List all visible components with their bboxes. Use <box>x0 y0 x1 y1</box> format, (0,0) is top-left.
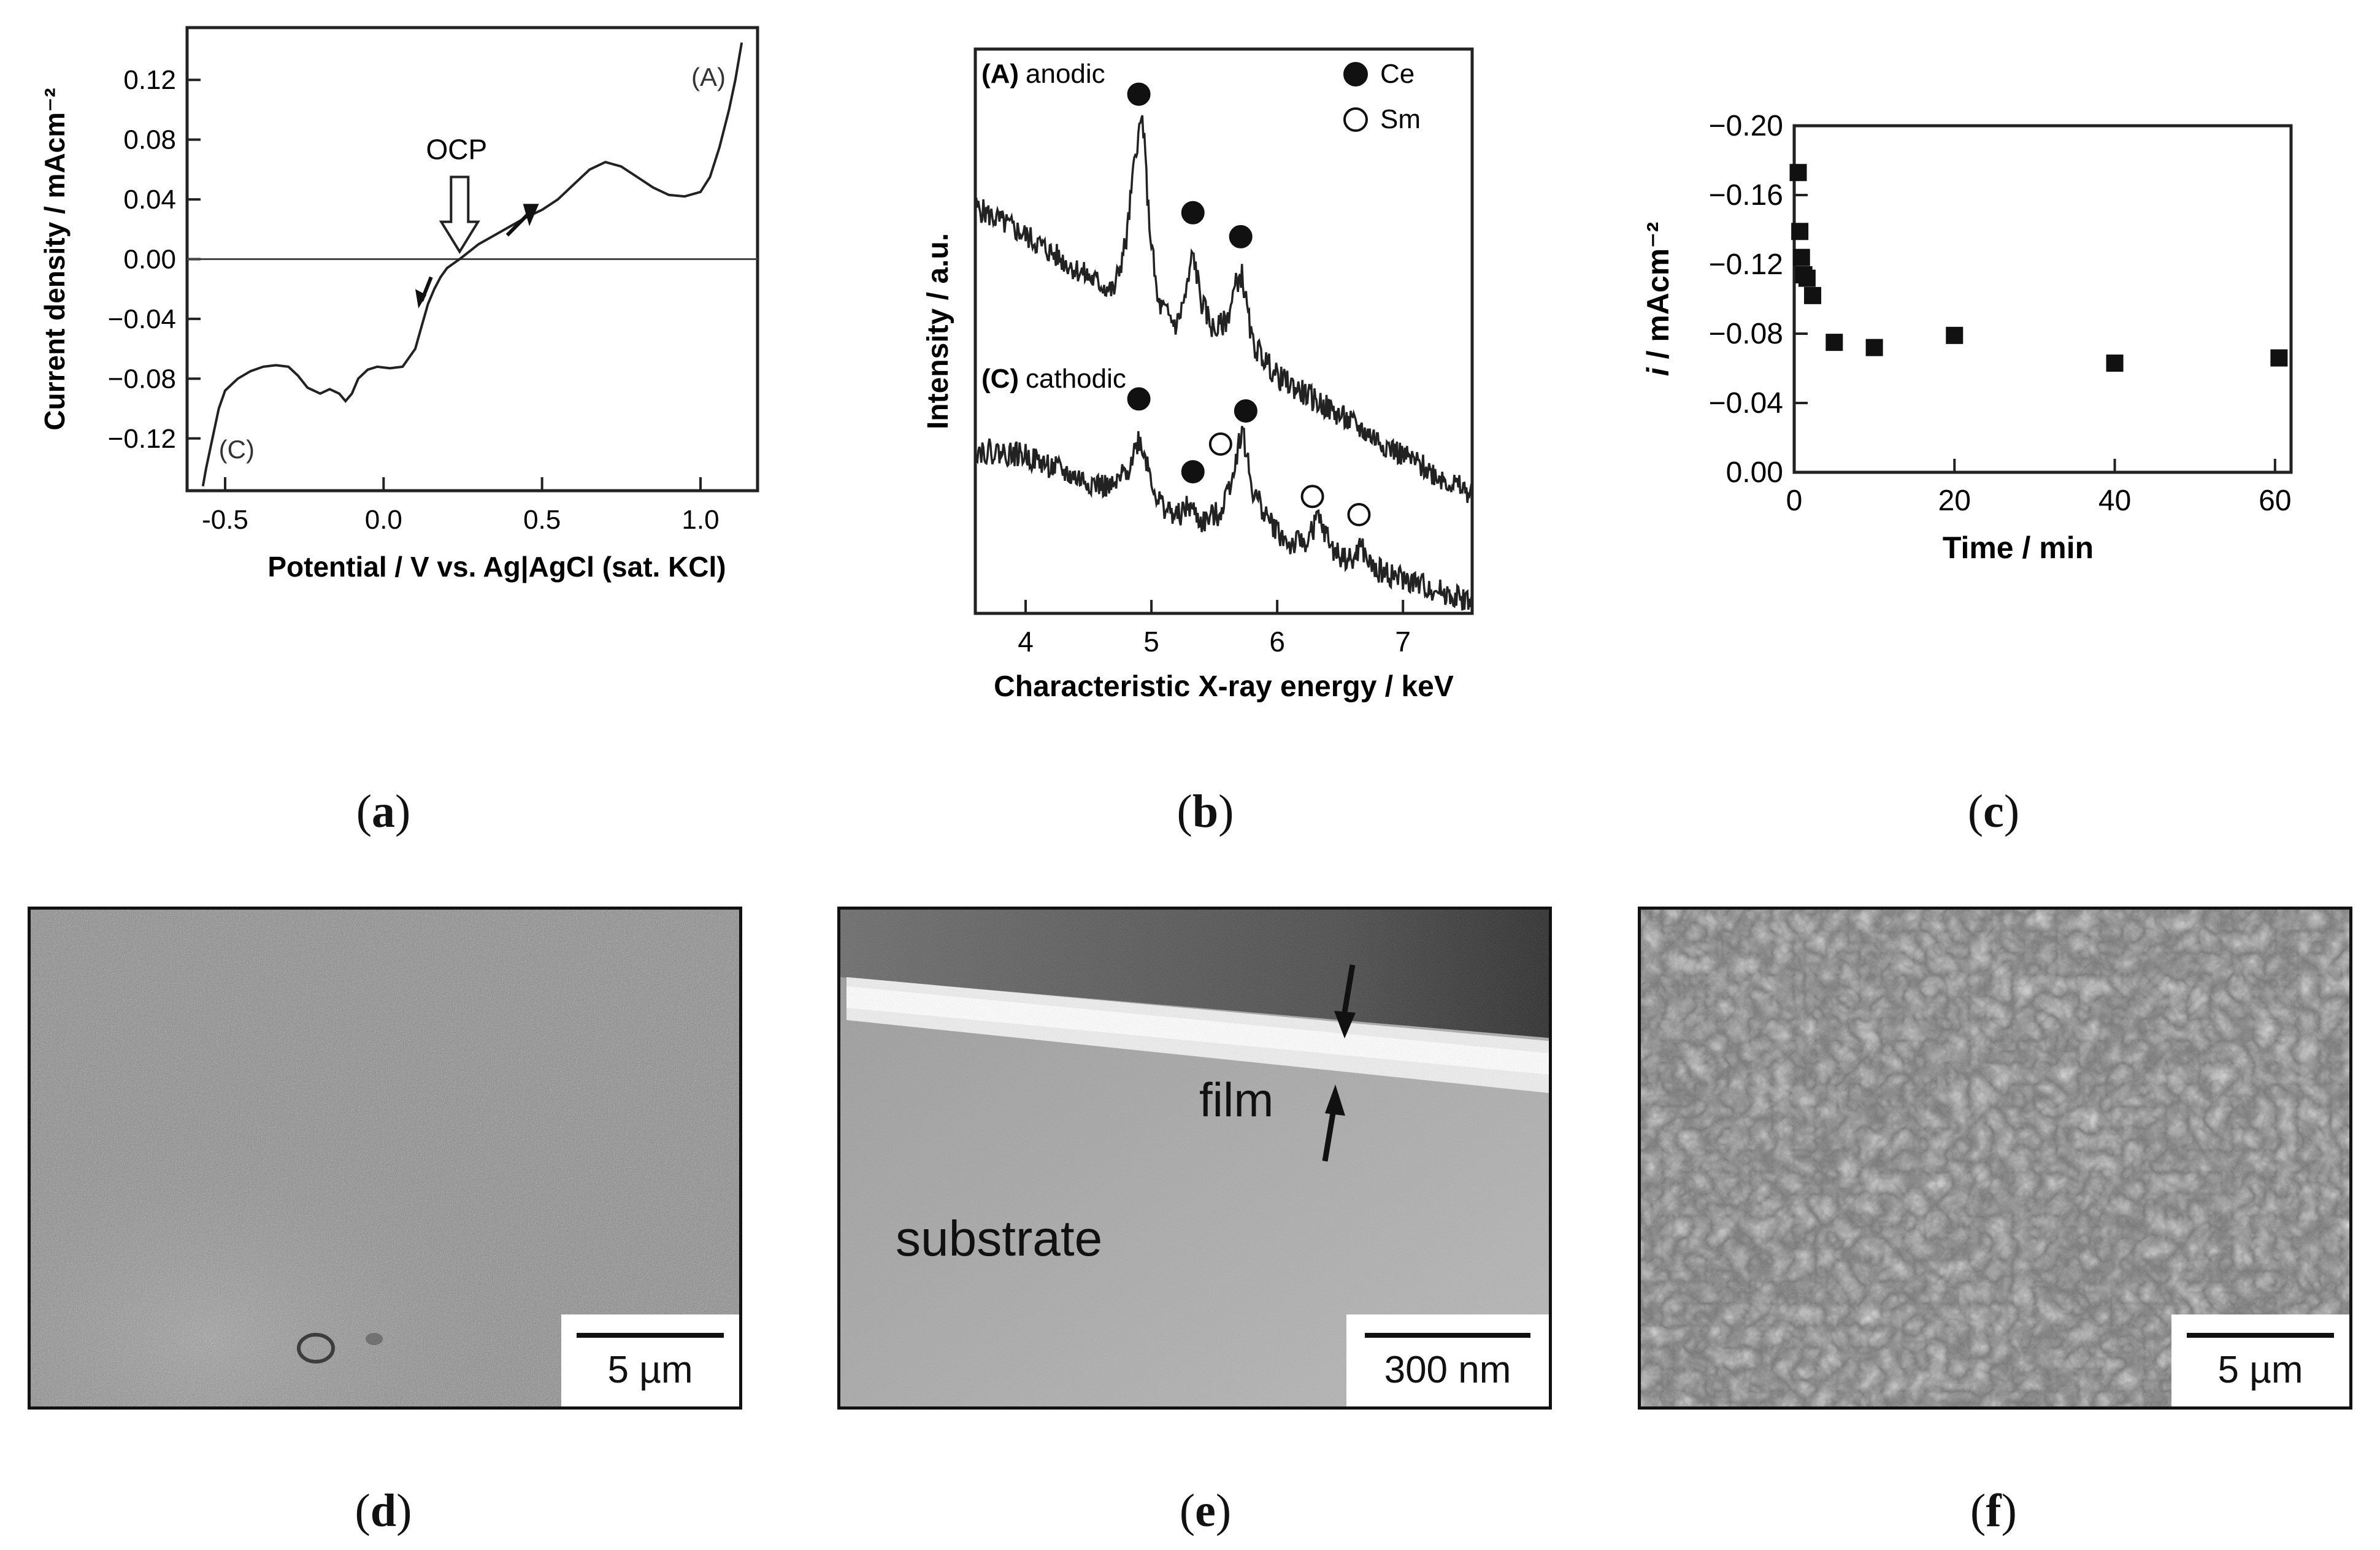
caption-d: (d) <box>355 1485 412 1537</box>
chart-a: -0.5 0.0 0.5 1.0 −0.12 −0.08 −0.04 0.00 0.04 0.08… <box>39 26 759 583</box>
ce-peak-marker-1-0 <box>1127 387 1151 411</box>
x-tick-label-c: 0 <box>1786 485 1803 517</box>
ce-peak-marker-0-1 <box>1181 201 1205 224</box>
y-tick-label-a: −0.04 <box>108 304 176 334</box>
micrograph-e: film substrate 300 nm <box>837 907 1552 1410</box>
caption-a: (a) <box>356 786 411 837</box>
legend-label-sm: Sm <box>1380 104 1421 134</box>
x-axis-label-b: Characteristic X-ray energy / keV <box>994 670 1454 703</box>
data-point-c <box>2270 349 2288 367</box>
y-tick-label-c: −0.12 <box>1709 248 1783 281</box>
y-tick-label-a: −0.08 <box>108 364 176 394</box>
caption-f: (f) <box>1970 1485 2017 1537</box>
plot-frame-c <box>1792 124 2293 474</box>
ce-peak-marker-0-2 <box>1229 224 1253 248</box>
y-tick-label-a: 0.04 <box>123 185 176 215</box>
legend-marker-ce <box>1343 62 1368 86</box>
x-tick-label-a: 1.0 <box>681 505 719 535</box>
x-tick-label-b: 5 <box>1143 626 1159 658</box>
y-tick-label-c: −0.20 <box>1709 110 1783 142</box>
y-tick-label-a: 0.00 <box>123 245 176 275</box>
ce-peak-marker-1-3 <box>1234 399 1257 423</box>
x-tick-label-b: 6 <box>1269 626 1285 658</box>
y-tick-label-a: −0.12 <box>108 424 176 454</box>
x-tick-label-b: 7 <box>1395 626 1411 658</box>
x-axis-label-c: Time / min <box>1943 531 2094 565</box>
data-point-c <box>1865 339 1883 356</box>
scalebar-f <box>2187 1333 2334 1338</box>
ce-peak-marker-0-0 <box>1127 82 1151 106</box>
y-tick-label-c: −0.16 <box>1709 179 1783 212</box>
annotation-A-prefix-b: (A) <box>981 59 1019 89</box>
sm-peak-marker-1-2 <box>1208 432 1232 456</box>
data-point-c <box>1792 248 1810 266</box>
series-line-a <box>201 42 743 487</box>
annotation-C-prefix-b: (C) <box>981 364 1019 394</box>
sm-peak-marker-1-4 <box>1300 485 1324 508</box>
y-tick-label-c: −0.04 <box>1709 387 1783 420</box>
scalebar-e <box>1365 1333 1530 1338</box>
plot-frame-b <box>973 47 1474 615</box>
annotation-ocp-a: OCP <box>426 133 487 165</box>
y-tick-label-c: −0.08 <box>1709 318 1783 350</box>
scalebar-d <box>577 1333 724 1338</box>
y-tick-label-c: 0.00 <box>1726 456 1783 489</box>
ocp-arrow-icon <box>439 175 480 255</box>
label-substrate: substrate <box>896 1211 1103 1267</box>
x-tick-label-a: -0.5 <box>202 505 248 535</box>
scale-label-d: 5 µm <box>607 1349 693 1391</box>
micrograph-f: 5 µm <box>1638 907 2352 1410</box>
scalebar-box-d: 5 µm <box>561 1314 739 1406</box>
legend-label-ce: Ce <box>1380 59 1415 89</box>
data-point-c <box>1798 269 1816 287</box>
caption-c: (c) <box>1967 786 2020 837</box>
caption-e: (e) <box>1179 1485 1232 1537</box>
y-tick-label-a: 0.08 <box>123 125 176 155</box>
sweep-arrowhead-anodic-icon <box>523 204 539 226</box>
scalebar-box-e: 300 nm <box>1346 1314 1549 1406</box>
ce-peak-marker-1-1 <box>1181 460 1205 484</box>
label-film: film <box>1199 1073 1274 1127</box>
sweep-arrowhead-cathodic-icon <box>415 289 427 309</box>
annotation-cathodic-b: cathodic <box>1026 364 1126 394</box>
x-tick-label-c: 40 <box>2098 485 2131 517</box>
y-axis-label-a: Current density / mAcm⁻² <box>39 88 71 431</box>
x-tick-label-a: 0.5 <box>523 505 561 535</box>
data-point-c <box>1791 223 1809 240</box>
annotation-C-a: (C) <box>219 435 255 464</box>
y-axis-label-b: Intensity / a.u. <box>922 233 954 429</box>
y-axis-label-unit-c: / mAcm⁻² <box>1641 222 1675 368</box>
x-axis-label-a: Potential / V vs. Ag|AgCl (sat. KCl) <box>267 551 726 583</box>
y-axis-label-italic-c: i <box>1641 367 1675 376</box>
annotation-A-a: (A) <box>691 63 726 91</box>
series-line-b-0 <box>974 115 1473 503</box>
x-tick-label-b: 4 <box>1018 626 1034 658</box>
data-point-c <box>1804 286 1822 304</box>
micrograph-d: 5 µm <box>28 907 742 1410</box>
x-tick-label-c: 60 <box>2259 485 2291 517</box>
chart-b: 4 5 6 7 (A) anodic (C) cathodic Ce Sm Characterist… <box>922 47 1474 703</box>
caption-b: (b) <box>1177 786 1234 837</box>
sweep-arrow-anodic-icon <box>505 211 531 237</box>
data-point-c <box>1789 164 1807 182</box>
scale-label-e: 300 nm <box>1384 1349 1511 1391</box>
sm-peak-marker-1-5 <box>1347 503 1371 526</box>
data-point-c <box>2106 355 2124 372</box>
data-point-c <box>1946 326 1964 344</box>
scale-label-f: 5 µm <box>2217 1349 2303 1391</box>
annotation-anodic-b: anodic <box>1026 59 1105 89</box>
series-line-b-1 <box>975 426 1473 611</box>
y-tick-label-a: 0.12 <box>123 65 176 95</box>
legend-marker-sm <box>1343 107 1368 132</box>
x-tick-label-c: 20 <box>1938 485 1971 517</box>
x-tick-label-a: 0.0 <box>365 505 402 535</box>
chart-c: 0 20 40 60 0.00 −0.04 −0.08 −0.12 −0.16 −0.20 Time… <box>1641 110 2293 565</box>
data-point-c <box>1825 334 1843 351</box>
scalebar-box-f: 5 µm <box>2171 1314 2349 1406</box>
y-axis-label-c: i / mAcm⁻² <box>1641 222 1675 376</box>
